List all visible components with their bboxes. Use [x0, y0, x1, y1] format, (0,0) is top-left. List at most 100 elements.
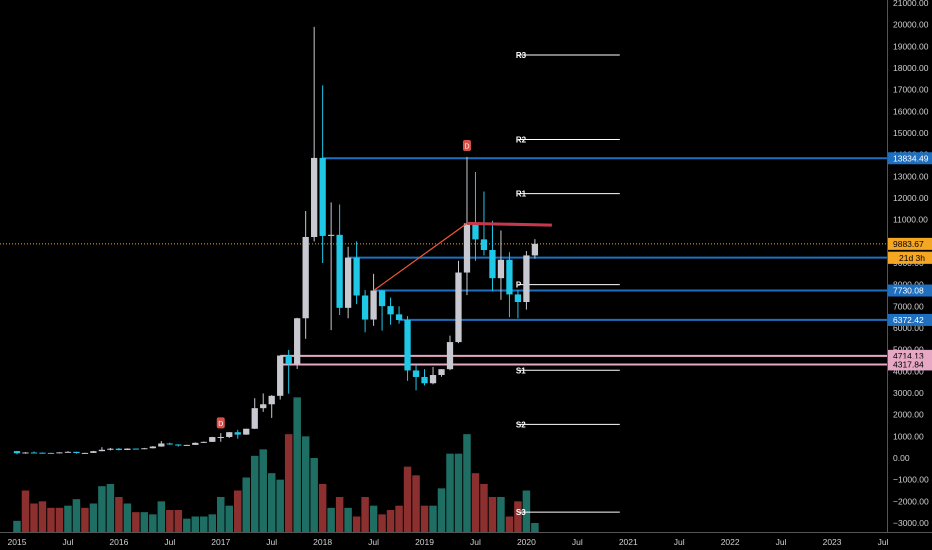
candle-body	[361, 295, 369, 320]
volume-bar	[284, 434, 293, 533]
candle-body	[395, 314, 403, 320]
pivot-label: S2	[516, 420, 526, 429]
time-tick-label: 2016	[109, 537, 128, 547]
price-tick-label: 13000.00	[893, 171, 929, 181]
volume-bar	[259, 449, 267, 533]
volume-bar	[531, 523, 539, 533]
volume-bar	[497, 497, 505, 533]
candle-body	[523, 255, 530, 302]
price-tick-label: 19000.00	[893, 41, 929, 51]
candle-body	[234, 432, 241, 435]
volume-bar	[132, 512, 140, 533]
countdown-label: 21d 3h	[899, 253, 925, 263]
price-tick-label: −2000.00	[893, 496, 929, 506]
price-tick-label: 3000.00	[893, 388, 924, 398]
volume-bar	[123, 503, 132, 533]
time-tick-label: 2020	[517, 537, 536, 547]
current-price-label-bg	[888, 237, 932, 250]
volume-bar	[64, 505, 72, 533]
candle-body	[311, 157, 318, 237]
pivot-label: R1	[516, 190, 527, 199]
volume-bar	[505, 516, 514, 533]
volume-bar	[335, 497, 344, 533]
candle-body	[285, 355, 292, 364]
volume-bar	[480, 484, 488, 533]
price-tick-label: 2000.00	[893, 410, 924, 420]
volume-bar	[454, 453, 463, 533]
candle-body	[124, 448, 131, 450]
pivot-label: S1	[516, 366, 526, 375]
candle-body	[387, 306, 394, 315]
dividend-marker	[216, 417, 225, 429]
time-axis[interactable]: 2015 Jul 2016 Jul 2017 Jul 2018 Jul 2019 Jul 2020 J…	[8, 537, 889, 547]
candle-body	[531, 243, 539, 256]
dividend-marker	[462, 140, 471, 151]
candle-body	[378, 290, 386, 307]
price-tick-label: 7000.00	[893, 301, 924, 311]
volume-bar	[250, 455, 259, 533]
candle-body	[226, 432, 233, 437]
candle-body	[90, 451, 97, 453]
candle-body	[73, 451, 80, 454]
current-price-label: 9883.67	[893, 239, 924, 249]
level-price-label-bg	[888, 358, 932, 371]
volume-bar	[310, 458, 318, 533]
candle-body	[294, 318, 301, 364]
volume-bar	[446, 453, 454, 533]
volume-bar	[81, 507, 89, 533]
volume-bar	[55, 507, 64, 533]
candle-body	[412, 370, 420, 377]
volume-bar	[437, 488, 446, 533]
volume-bar	[242, 477, 250, 533]
price-tick-label: 11000.00	[893, 215, 928, 225]
trend-line	[373, 222, 468, 292]
volume-bar	[301, 436, 310, 533]
price-tick-label: −3000.00	[893, 518, 929, 528]
candle-body	[514, 294, 522, 302]
time-tick-label: Jul	[164, 537, 175, 547]
price-tick-label: 0.00	[893, 453, 910, 463]
candle-body	[446, 342, 454, 370]
volume-bar	[344, 507, 352, 533]
level-price-label: 6372.42	[893, 315, 924, 325]
candle-body	[39, 452, 46, 454]
candle-body	[81, 452, 89, 454]
price-tick-label: 6000.00	[893, 323, 924, 333]
candle-body	[13, 451, 21, 454]
volume-bar	[174, 510, 183, 533]
candle-body	[149, 446, 156, 449]
level-price-label: 4714.13	[893, 351, 924, 361]
pivot-label: S3	[516, 508, 526, 517]
price-tick-label: 1000.00	[893, 431, 924, 441]
time-tick-label: 2015	[8, 537, 27, 547]
volume-bar	[327, 507, 335, 533]
volume-bar	[30, 503, 38, 533]
candle-body	[183, 444, 190, 446]
volume-bar	[89, 503, 98, 533]
time-tick-label: 2019	[415, 537, 434, 547]
pivot-label: R3	[516, 51, 527, 60]
level-price-label-bg	[888, 284, 932, 297]
candle-body	[107, 448, 114, 450]
candle-body	[506, 259, 513, 295]
candle-body	[370, 290, 377, 320]
candle-body	[260, 404, 267, 409]
candle-body	[277, 355, 284, 396]
candle-body	[22, 452, 29, 454]
volume-bar	[191, 516, 200, 533]
level-price-label-bg	[888, 152, 932, 165]
price-tick-label: 16000.00	[893, 106, 929, 116]
price-tick-label: 4000.00	[893, 366, 924, 376]
level-price-label: 4317.84	[893, 359, 924, 369]
candle-body	[141, 448, 148, 450]
volume-bar	[403, 466, 412, 533]
volume-bar	[514, 501, 522, 533]
volume-bar	[149, 514, 157, 533]
candle-body	[429, 375, 437, 384]
candle-body	[455, 272, 462, 343]
price-tick-label: 15000.00	[893, 128, 929, 138]
volume-bar	[386, 510, 395, 533]
volume-bar	[72, 499, 81, 533]
volume-bar	[234, 490, 242, 533]
